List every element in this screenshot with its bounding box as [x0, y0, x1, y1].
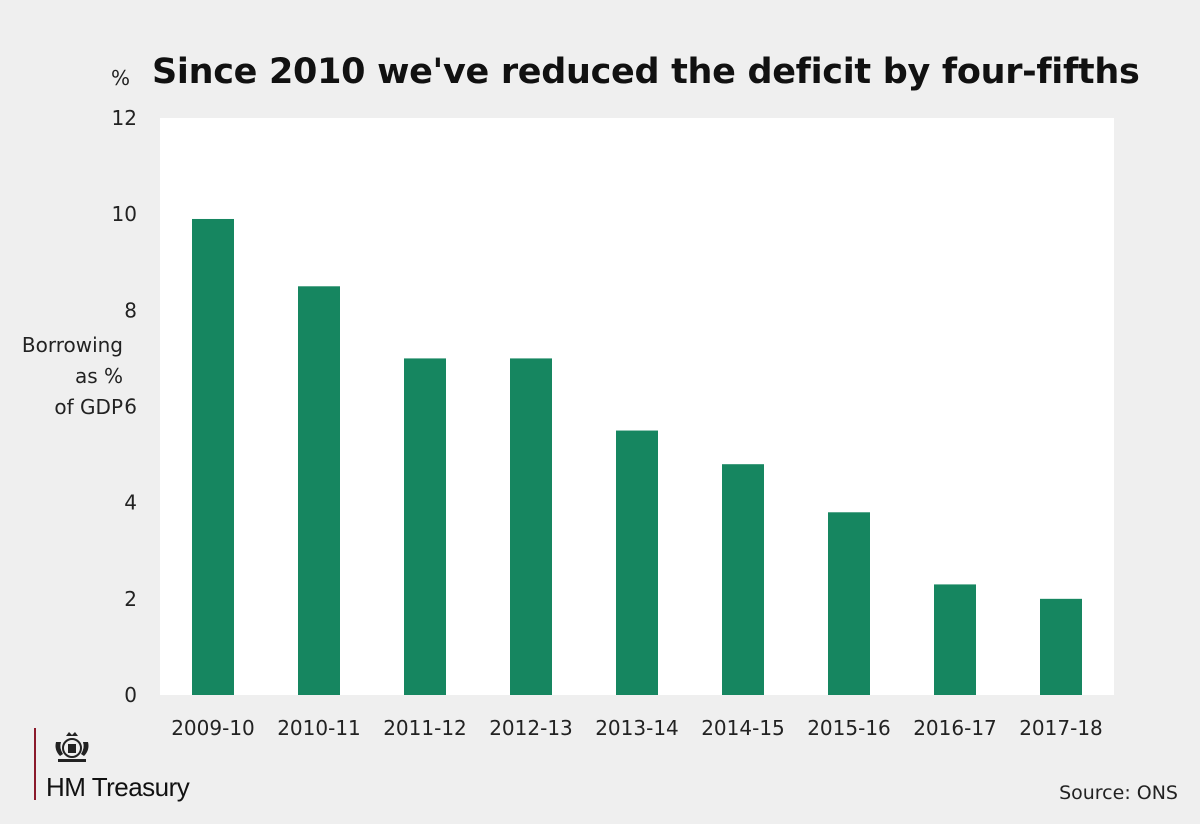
y-axis-unit: % [111, 66, 131, 90]
chart-title: Since 2010 we've reduced the deficit by … [152, 52, 1140, 92]
y-tick-label: 12 [112, 106, 137, 130]
x-tick-label: 2009-10 [171, 716, 255, 740]
x-tick-label: 2012-13 [489, 716, 573, 740]
bar-2013-14 [616, 430, 658, 695]
bar-2011-12 [404, 358, 446, 695]
x-tick-label: 2016-17 [913, 716, 997, 740]
bar-2015-16 [828, 512, 870, 695]
bar-2017-18 [1040, 598, 1082, 695]
x-tick-label: 2014-15 [701, 716, 785, 740]
source-note: Source: ONS [1059, 782, 1178, 804]
bar-2012-13 [510, 358, 552, 695]
x-tick-label: 2015-16 [807, 716, 891, 740]
bar-2014-15 [722, 464, 764, 695]
royal-crest-icon [55, 732, 89, 762]
y-tick-label: 4 [124, 491, 137, 515]
x-tick-label: 2010-11 [277, 716, 361, 740]
y-tick-label: 2 [124, 587, 137, 611]
y-tick-label: 0 [124, 683, 137, 707]
x-tick-label: 2011-12 [383, 716, 467, 740]
logo-text: HM Treasury [46, 772, 190, 802]
y-tick-label: 10 [112, 202, 137, 226]
y-tick-label: 6 [124, 395, 137, 419]
bar-2010-11 [298, 286, 340, 695]
x-tick-label: 2013-14 [595, 716, 679, 740]
logo-divider [34, 728, 36, 800]
hm-treasury-logo: HM Treasury [34, 726, 214, 804]
y-axis-label: Borrowing as % of GDP [21, 333, 123, 419]
bar-2016-17 [934, 584, 976, 695]
x-tick-label: 2017-18 [1019, 716, 1103, 740]
y-tick-label: 8 [124, 298, 137, 322]
bar-2009-10 [192, 218, 234, 695]
